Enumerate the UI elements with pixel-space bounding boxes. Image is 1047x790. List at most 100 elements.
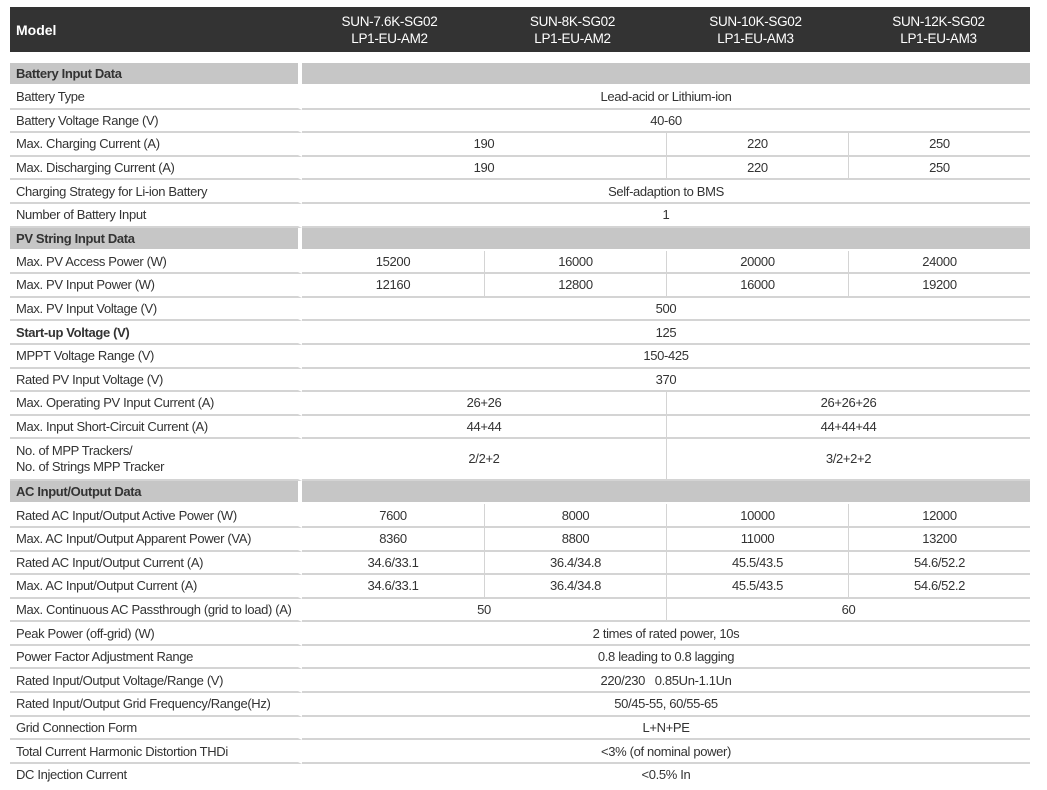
spec-label: Max. AC Input/Output Current (A) (10, 575, 302, 599)
spec-value: <3% (of nominal power) (302, 740, 1030, 764)
spec-label-line: No. of Strings MPP Tracker (16, 459, 165, 475)
spec-row: Max. Continuous AC Passthrough (grid to … (10, 598, 1030, 623)
spec-label-line: No. of MPP Trackers/ (16, 443, 133, 459)
spec-value: <0.5% In (641, 767, 691, 783)
spec-label: Total Current Harmonic Distortion THDi (10, 740, 302, 764)
spec-row: Max. AC Input/Output Current (A) 34.6/33.… (10, 575, 1030, 599)
spec-value: 26+26 (302, 392, 666, 416)
spec-row: Max. Charging Current (A) 190 220 250 (10, 133, 1030, 157)
spec-label: Power Factor Adjustment Range (10, 645, 302, 670)
spec-value: 45.5/43.5 (666, 551, 848, 576)
spec-value: 3/2+2+2 (666, 439, 1030, 482)
spec-value: Lead-acid or Lithium-ion (302, 86, 1030, 110)
spec-value: 7600 (302, 504, 484, 528)
spec-value: 40-60 (302, 110, 1030, 134)
spec-row: Battery Voltage Range (V) 40-60 (10, 109, 1030, 134)
spec-row: Charging Strategy for Li-ion Battery Self… (10, 180, 1030, 204)
spec-value: 36.4/34.8 (484, 551, 666, 576)
spec-label: MPPT Voltage Range (V) (10, 344, 302, 369)
spec-value: 45.5/43.5 (666, 575, 848, 599)
spec-value: 13200 (848, 527, 1030, 552)
spec-row: DC Injection Current <0.5% In (10, 763, 1030, 786)
spec-row: No. of MPP Trackers/No. of Strings MPP T… (10, 439, 1030, 482)
spec-label: DC Injection Current (10, 763, 302, 786)
spec-label: Max. Discharging Current (A) (10, 156, 302, 181)
spec-row: Max. PV Input Voltage (V) 500 (10, 297, 1030, 322)
spec-value: 2/2+2 (302, 439, 666, 482)
spec-value: 12160 (302, 274, 484, 298)
spec-row: MPPT Voltage Range (V) 150-425 (10, 344, 1030, 369)
spec-label: No. of MPP Trackers/No. of Strings MPP T… (10, 439, 302, 482)
model-name: SUN-8K-SG02 (529, 13, 616, 29)
spec-label: Charging Strategy for Li-ion Battery (10, 180, 302, 204)
spec-label: Max. Charging Current (A) (10, 133, 302, 157)
spec-value: 12800 (484, 274, 666, 298)
spec-label: Grid Connection Form (10, 716, 302, 741)
spec-label: Peak Power (off-grid) (W) (10, 622, 302, 646)
model-variant: LP1-EU-AM2 (534, 30, 611, 46)
section-title: PV String Input Data (10, 227, 302, 251)
spec-label: Max. Continuous AC Passthrough (grid to … (10, 598, 302, 623)
spec-label: Battery Type (10, 86, 302, 110)
spec-label: Start-up Voltage (V) (10, 321, 302, 345)
section-header-row: PV String Input Data (10, 227, 1030, 251)
model-variant: LP1-EU-AM2 (351, 30, 428, 46)
model-column-header: SUN-12K-SG02 LP1-EU-AM3 (847, 13, 1030, 47)
spec-value: 44+44 (302, 416, 666, 440)
spec-label: Rated Input/Output Grid Frequency/Range(… (10, 693, 302, 717)
spec-value: 8360 (302, 528, 484, 552)
model-column-header: SUN-10K-SG02 LP1-EU-AM3 (664, 13, 847, 47)
spec-value: 15200 (302, 251, 484, 275)
spec-row: Rated PV Input Voltage (V) 370 (10, 368, 1030, 393)
spec-value: 1 (302, 204, 1030, 228)
spec-value: 250 (848, 156, 1030, 181)
spec-value: 54.6/52.2 (848, 551, 1030, 576)
spec-value: 20000 (666, 250, 848, 275)
spec-value: 34.6/33.1 (302, 552, 484, 576)
spec-value: 19200 (848, 274, 1030, 298)
section-header-row: Battery Input Data (10, 63, 1030, 86)
spec-row: Battery Type Lead-acid or Lithium-ion (10, 86, 1030, 110)
spec-row: Max. Operating PV Input Current (A) 26+26… (10, 392, 1030, 416)
spec-value: 34.6/33.1 (302, 575, 484, 599)
spec-label: Max. Operating PV Input Current (A) (10, 392, 302, 416)
spec-value: 16000 (484, 250, 666, 275)
spec-row: Max. PV Access Power (W) 15200 16000 20000 2… (10, 250, 1030, 275)
spec-value: 8800 (484, 527, 666, 552)
spec-row: Number of Battery Input 1 (10, 203, 1030, 228)
spec-sheet: Model SUN-7.6K-SG02 LP1-EU-AM2 SUN-8K-SG0… (10, 7, 1030, 786)
spec-value: 50/45-55, 60/55-65 (302, 693, 1030, 717)
spec-row: Rated AC Input/Output Active Power (W) 76… (10, 504, 1030, 528)
spec-value: 0.8 leading to 0.8 lagging (302, 646, 1030, 670)
model-header-label: Model (16, 21, 57, 38)
table-header: Model SUN-7.6K-SG02 LP1-EU-AM2 SUN-8K-SG0… (10, 7, 1030, 52)
spec-value: 11000 (666, 527, 848, 552)
spec-row: Max. PV Input Power (W) 12160 12800 16000 19… (10, 274, 1030, 298)
spec-label: Rated Input/Output Voltage/Range (V) (10, 669, 302, 694)
spec-row: Max. Input Short-Circuit Current (A) 44+4… (10, 415, 1030, 440)
spec-value: L+N+PE (302, 717, 1030, 741)
spec-value: 190 (302, 133, 666, 157)
spec-row: Grid Connection Form L+N+PE (10, 716, 1030, 741)
section-title: AC Input/Output Data (10, 481, 302, 505)
model-column-header: SUN-8K-SG02 LP1-EU-AM2 (481, 13, 664, 47)
spec-value: 54.6/52.2 (848, 575, 1030, 599)
spec-value: 190 (302, 157, 666, 181)
spec-label: Max. PV Input Power (W) (10, 274, 302, 298)
spec-value: 125 (302, 321, 1030, 345)
model-name: SUN-10K-SG02 (709, 13, 802, 29)
section-title: Battery Input Data (10, 63, 302, 86)
spec-table: Battery Input Data Battery Type Lead-acid … (10, 63, 1030, 786)
spec-value: 44+44+44 (666, 415, 1030, 440)
spec-value: 12000 (848, 504, 1030, 528)
spec-value: 24000 (848, 250, 1030, 275)
spec-row: Rated Input/Output Voltage/Range (V) 220/… (10, 669, 1030, 694)
spec-label: Max. Input Short-Circuit Current (A) (10, 415, 302, 440)
spec-row: Max. AC Input/Output Apparent Power (VA)… (10, 527, 1030, 552)
spec-value: 500 (302, 298, 1030, 322)
spec-row: Rated AC Input/Output Current (A) 34.6/33… (10, 551, 1030, 576)
model-name: SUN-12K-SG02 (892, 13, 985, 29)
model-variant: LP1-EU-AM3 (717, 30, 794, 46)
spec-value: 50 (302, 599, 666, 623)
spec-label: Rated AC Input/Output Active Power (W) (10, 504, 302, 528)
